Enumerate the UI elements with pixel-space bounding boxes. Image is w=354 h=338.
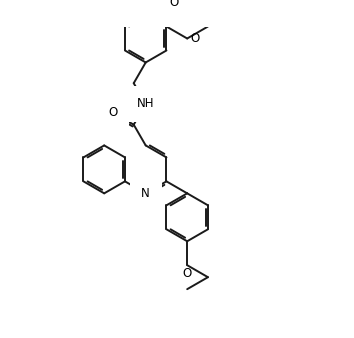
Text: O: O: [190, 32, 199, 45]
Text: NH: NH: [137, 97, 154, 111]
Text: O: O: [108, 106, 118, 119]
Text: N: N: [141, 187, 150, 200]
Text: O: O: [169, 0, 178, 9]
Text: O: O: [183, 267, 192, 280]
